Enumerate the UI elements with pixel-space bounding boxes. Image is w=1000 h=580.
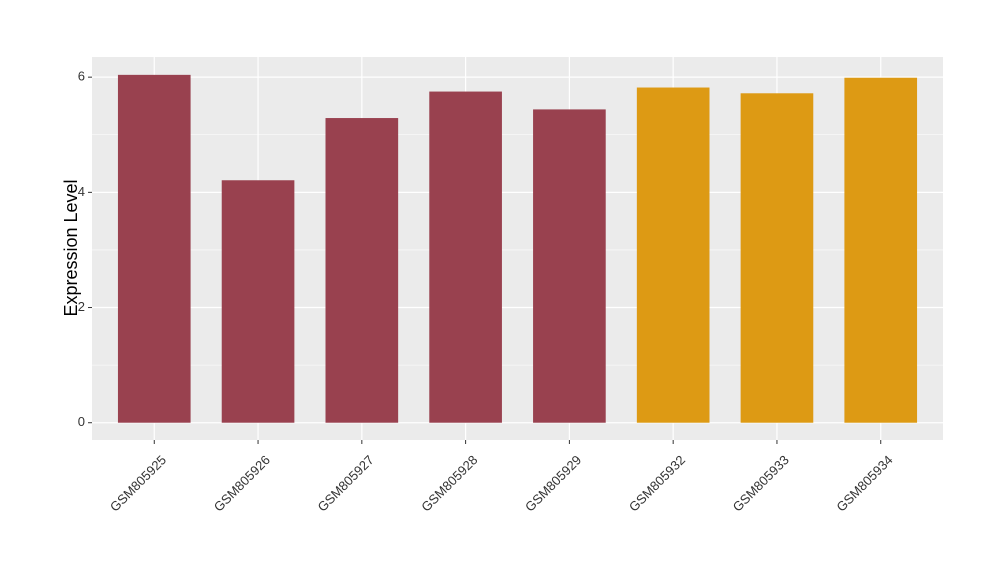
- x-tick-label: GSM805926: [211, 452, 273, 514]
- x-tick-label: GSM805934: [833, 452, 895, 514]
- y-tick-label: 2: [78, 299, 85, 314]
- x-tick-label: GSM805925: [107, 452, 169, 514]
- x-tick-label: GSM805929: [522, 452, 584, 514]
- bar: [117, 74, 191, 423]
- y-tick-label: 6: [78, 69, 85, 84]
- bar: [221, 180, 295, 423]
- y-tick-label: 4: [78, 184, 85, 199]
- bar: [429, 91, 502, 423]
- plot-panel: [92, 57, 943, 440]
- x-tick-label: GSM805933: [730, 452, 792, 514]
- bar: [325, 118, 399, 423]
- x-tick-label: GSM805927: [315, 452, 377, 514]
- x-tick-label: GSM805928: [418, 452, 480, 514]
- y-axis-title: Expression Level: [61, 179, 81, 316]
- bar: [533, 109, 606, 423]
- bar: [740, 93, 814, 423]
- y-tick-label: 0: [78, 414, 85, 429]
- bar: [636, 87, 710, 423]
- bar: [844, 77, 918, 423]
- x-tick-label: GSM805932: [626, 452, 688, 514]
